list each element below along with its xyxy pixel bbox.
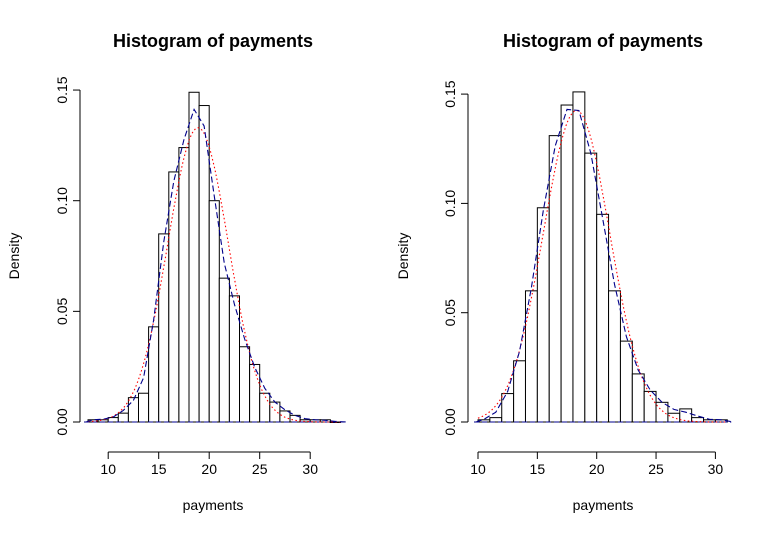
histogram-bars [474,91,732,423]
histogram-bar [107,417,119,423]
x-tick-label: 15 [530,461,546,477]
x-tick-label: 30 [708,461,724,477]
y-tick-label: 0.05 [54,298,70,325]
x-axis-label: payments [573,497,634,513]
x-tick-label: 10 [470,461,486,477]
histogram-bar [619,340,633,423]
normal-fit-curve [477,109,728,423]
x-tick-label: 25 [648,461,664,477]
x-axis-label: payments [183,497,244,513]
kernel-density-curve [85,108,347,423]
chart-title: Histogram of payments [503,31,703,51]
histogram-bar [208,200,220,423]
histogram-bar [691,417,705,423]
histogram-bar [239,346,251,423]
histogram-bar [148,326,160,423]
histogram-bar [249,363,261,423]
histogram-bar [489,417,503,423]
y-axis-label: Density [6,233,22,280]
left-histogram-panel: Histogram of payments payments Density 1… [6,31,347,513]
histogram-bar [178,147,190,423]
histogram-bars [84,91,345,423]
x-axis: 10 15 20 25 30 [100,451,318,477]
y-tick-label: 0.05 [442,299,458,326]
histogram-bar [259,392,271,423]
x-tick-label: 30 [302,461,318,477]
histogram-bar [127,397,139,423]
y-tick-label: 0.00 [442,408,458,435]
y-axis-label: Density [395,233,411,280]
y-tick-label: 0.10 [54,187,70,214]
overlay-curves [475,108,734,423]
histogram-bar [572,91,586,423]
x-axis: 10 15 20 25 30 [470,451,724,477]
histogram-bar [188,91,200,423]
histogram-bar [548,135,562,423]
histogram-bar [596,213,610,423]
chart-title: Histogram of payments [113,31,313,51]
histogram-bar [279,410,291,423]
y-tick-label: 0.15 [442,80,458,107]
histogram-bar [158,233,170,423]
histogram-bar [218,277,230,423]
y-axis: 0.00 0.05 0.10 0.15 [54,76,81,436]
histogram-bar [560,104,574,423]
histogram-bar [117,412,129,423]
x-tick-label: 25 [252,461,268,477]
x-tick-label: 15 [151,461,167,477]
x-tick-label: 20 [201,461,217,477]
histogram-bar [667,412,681,423]
y-tick-label: 0.00 [54,408,70,435]
overlay-curves [85,108,347,423]
histogram-bar [513,360,526,423]
histogram-bar [608,290,621,423]
y-tick-label: 0.10 [442,190,458,217]
y-tick-label: 0.15 [54,76,70,103]
histogram-bar [138,392,150,423]
y-axis: 0.00 0.05 0.10 0.15 [442,80,469,436]
right-histogram-panel: Histogram of payments payments Density 1… [395,31,734,513]
histogram-bar [269,401,281,423]
histogram-bar [584,152,598,423]
x-tick-label: 20 [589,461,605,477]
kernel-density-curve [475,108,734,423]
histogram-bar [631,373,645,423]
x-tick-label: 10 [100,461,116,477]
